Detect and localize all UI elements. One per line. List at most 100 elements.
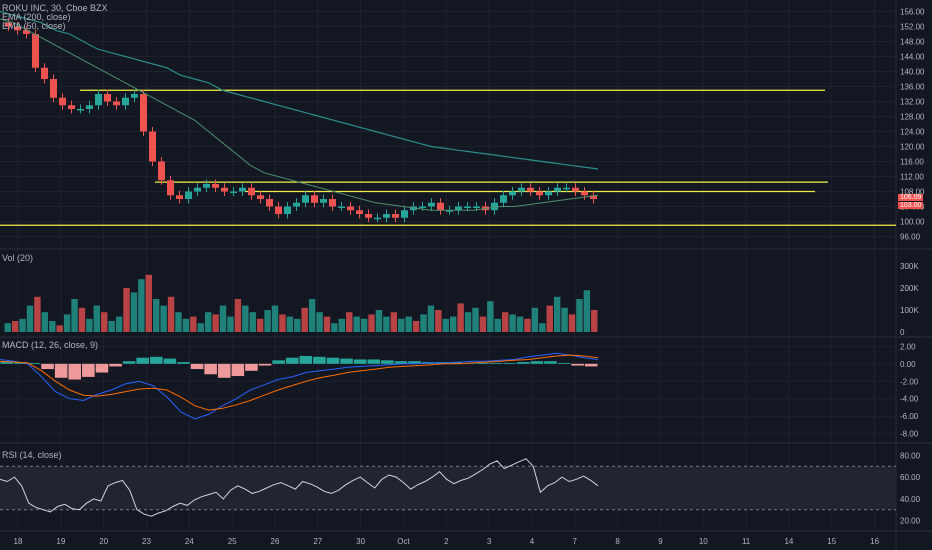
rsi-tick-label: 40.00: [900, 495, 921, 504]
candle-body: [23, 30, 30, 34]
volume-tick-label: 300K: [900, 262, 919, 271]
macd-histogram-bar: [177, 362, 190, 364]
x-tick-label: 15: [827, 537, 836, 546]
macd-histogram-bar: [150, 356, 163, 364]
candle-body: [356, 210, 363, 214]
candle-body: [131, 94, 138, 98]
macd-histogram-bar: [503, 362, 516, 364]
volume-bar: [405, 316, 412, 332]
macd-histogram-bar: [95, 363, 109, 373]
volume-bar: [390, 312, 398, 332]
macd-histogram-bar: [353, 359, 367, 364]
volume-bar: [479, 316, 487, 332]
volume-bar: [338, 318, 346, 332]
candle-body: [230, 191, 237, 193]
volume-bar: [576, 299, 583, 332]
volume-bar: [78, 307, 86, 332]
volume-bar: [420, 314, 427, 332]
macd-histogram-bar: [217, 363, 231, 378]
macd-histogram-bar: [571, 363, 584, 366]
macd-histogram-bar: [285, 357, 299, 364]
x-tick-label: 25: [228, 537, 237, 546]
macd-histogram-bar: [163, 358, 177, 364]
x-tick-label: Oct: [397, 537, 410, 546]
volume-bar: [568, 314, 576, 332]
price-tick-label: 124.00: [900, 128, 925, 137]
x-tick-label: 19: [56, 537, 65, 546]
volume-bar: [175, 312, 182, 332]
volume-bar: [219, 305, 227, 332]
volume-bar: [308, 299, 316, 332]
rsi-tick-label: 60.00: [900, 473, 921, 482]
ema200-line: [0, 10, 599, 170]
volume-bar: [93, 305, 101, 332]
candle-body: [239, 187, 246, 192]
chart-title: ROKU INC, 30, Cboe BZX: [2, 3, 108, 13]
macd-histogram-bar: [54, 363, 68, 378]
volume-tick-label: 0: [900, 328, 905, 337]
candle-body: [311, 195, 318, 203]
volume-bar: [4, 323, 11, 332]
macd-tick-label: -6.00: [900, 412, 919, 421]
macd-histogram-bar: [584, 363, 598, 367]
macd-histogram-bar: [544, 361, 557, 364]
macd-histogram-bar: [340, 358, 353, 364]
candle-body: [581, 191, 588, 196]
macd-histogram-bar: [394, 361, 408, 364]
volume-bar: [501, 312, 509, 332]
volume-legend: Vol (20): [2, 253, 34, 263]
volume-bar: [271, 305, 279, 332]
candle-body: [545, 191, 552, 196]
volume-bar: [383, 316, 390, 332]
macd-histogram-bar: [122, 361, 136, 364]
volume-bar: [264, 310, 271, 332]
volume-bar: [494, 318, 501, 332]
candle-body: [59, 97, 66, 106]
x-tick-label: 18: [14, 537, 23, 546]
volume-bar: [368, 314, 375, 332]
volume-bar: [539, 323, 546, 332]
candle-body: [257, 195, 264, 199]
candle-body: [158, 161, 165, 181]
volume-bar: [591, 310, 598, 332]
macd-histogram-bar: [27, 362, 41, 364]
volume-bar: [294, 318, 301, 332]
volume-bar: [516, 316, 524, 332]
volume-bar: [353, 316, 360, 332]
volume-bar: [242, 305, 249, 332]
macd-histogram-bar: [381, 360, 394, 364]
volume-bar: [212, 314, 219, 332]
volume-bar: [553, 296, 561, 332]
candle-body: [293, 202, 300, 207]
rsi-band: [0, 466, 896, 510]
candle-body: [77, 109, 84, 111]
macd-histogram-bar: [245, 363, 258, 371]
candle-body: [203, 184, 210, 188]
candle-body: [374, 217, 381, 220]
volume-bar: [561, 307, 568, 332]
volume-bar: [583, 290, 591, 332]
volume-bar: [398, 318, 405, 332]
rsi-tick-label: 20.00: [900, 517, 921, 526]
macd-histogram-bar: [258, 363, 272, 366]
macd-tick-label: 0.00: [900, 360, 916, 369]
candle-body: [329, 199, 336, 207]
candle-body: [563, 187, 570, 190]
volume-bar: [123, 288, 130, 332]
candle-body: [140, 94, 147, 132]
volume-bar: [546, 305, 553, 332]
volume-bar: [375, 310, 383, 332]
volume-bar: [197, 323, 204, 332]
volume-bar: [524, 318, 531, 332]
candle-body: [473, 206, 480, 208]
price-tick-label: 152.00: [900, 23, 925, 32]
x-tick-label: 7: [573, 537, 578, 546]
rsi-tick-label: 80.00: [900, 451, 921, 460]
price-tick-label: 96.00: [900, 233, 921, 242]
candle-body: [32, 34, 39, 68]
candle-body: [446, 210, 453, 212]
x-tick-label: 27: [313, 537, 322, 546]
volume-bar: [464, 312, 472, 332]
price-tick-label: 144.00: [900, 53, 925, 62]
